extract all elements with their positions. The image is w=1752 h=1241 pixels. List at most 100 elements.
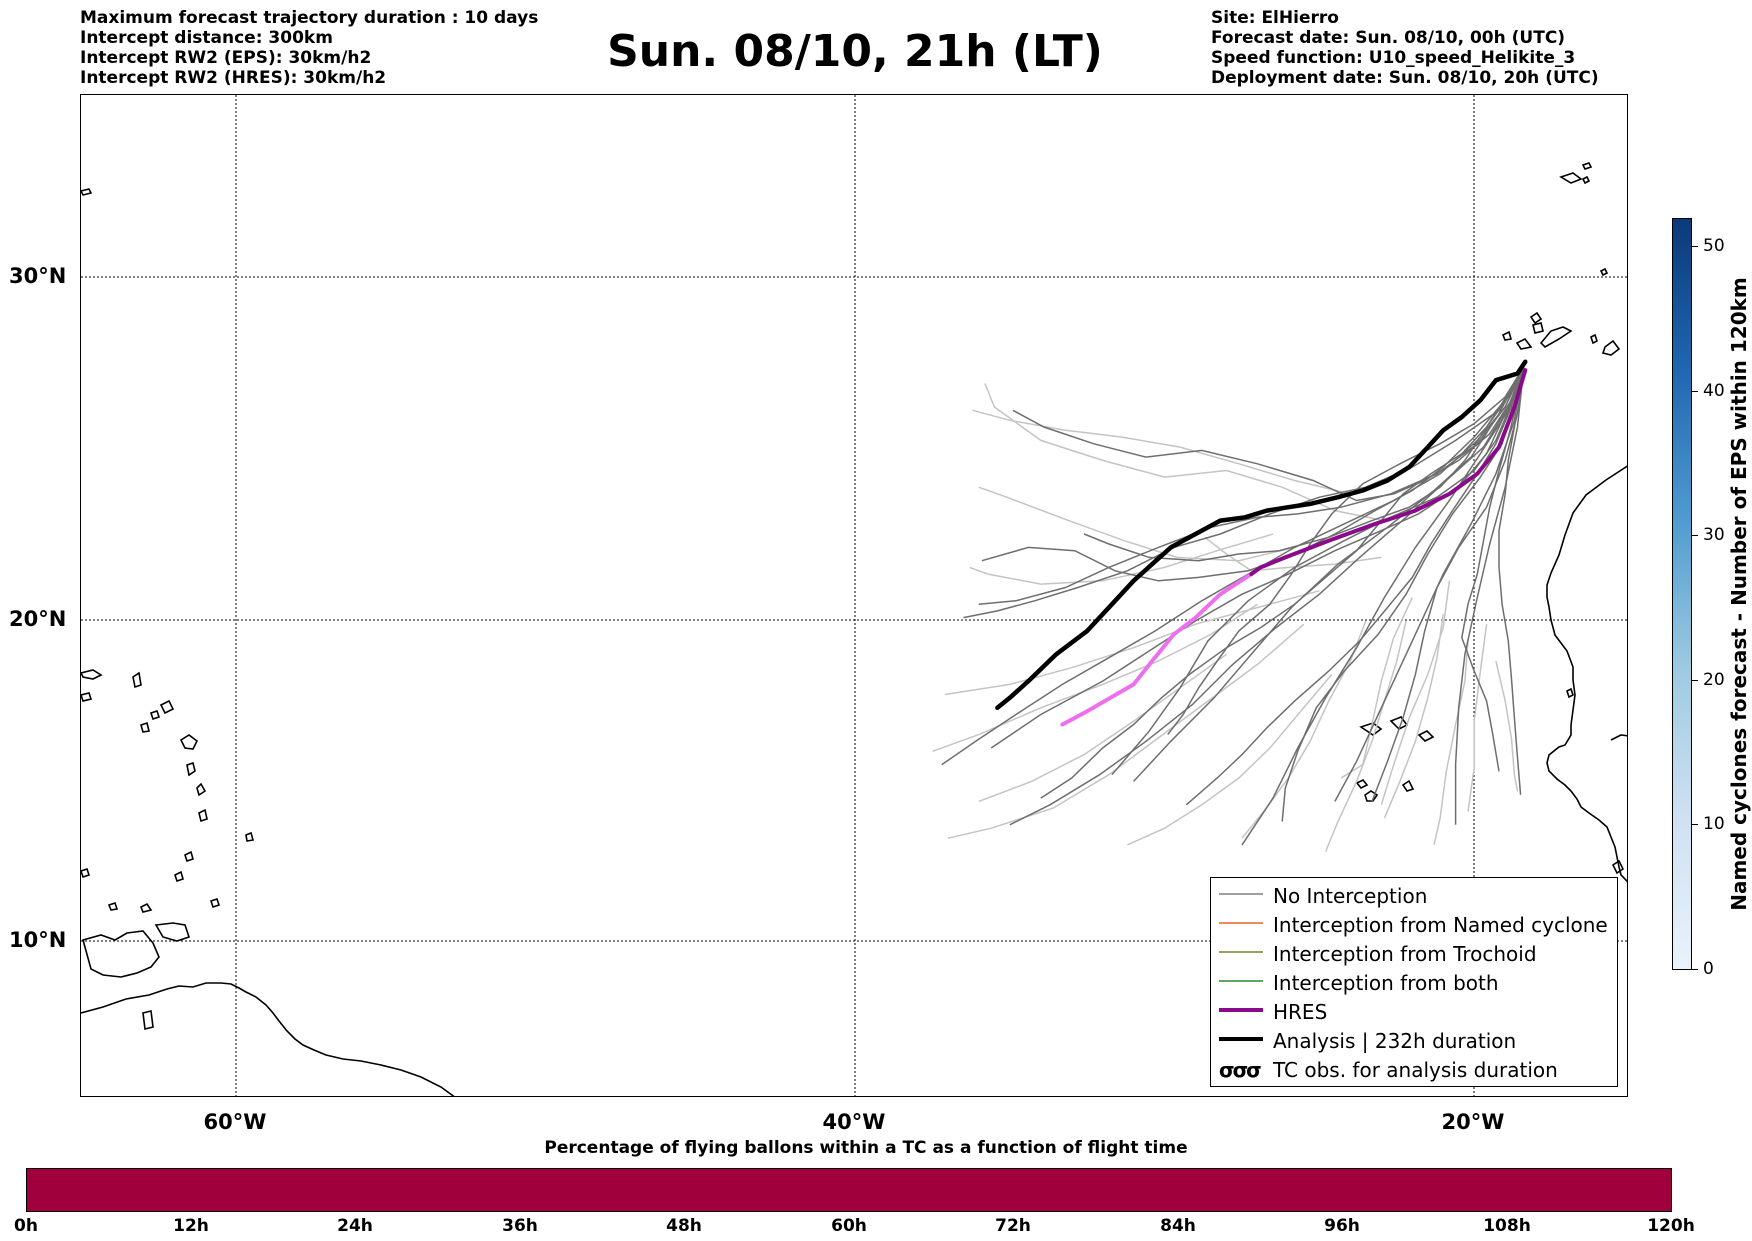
eps-distant-tracks <box>932 383 1519 852</box>
eps-track-no-interception <box>1454 366 1525 825</box>
time-bar-label: 48h <box>666 1216 702 1236</box>
header-right-info: Site: ElHierro Forecast date: Sun. 08/10… <box>1211 8 1599 88</box>
colorbar-tick-label: 20 <box>1703 670 1725 690</box>
colorbar <box>1672 218 1692 970</box>
legend-label: HRES <box>1273 1000 1328 1024</box>
map-legend: No Interception Interception from Named … <box>1210 877 1618 1087</box>
lon-label-60w: 60°W <box>203 1110 267 1134</box>
lesser-antilles-south-6 <box>81 867 91 879</box>
madeira-island-3 <box>1581 162 1593 170</box>
legend-swatch-analysis <box>1219 1037 1263 1041</box>
eps-track-distant <box>932 603 1258 753</box>
eps-track-no-interception <box>1040 366 1525 799</box>
africa-coast <box>1546 465 1627 883</box>
lon-label-40w: 40°W <box>822 1110 886 1134</box>
lesser-antilles-south-5 <box>174 870 184 883</box>
eps-track-no-interception <box>1371 366 1525 802</box>
dominica-coast <box>196 782 207 797</box>
hres-track-late-segment <box>1060 572 1254 727</box>
time-bar-label: 24h <box>337 1216 373 1236</box>
caribbean-islet-3 <box>81 188 93 196</box>
eps-track-no-interception <box>1083 366 1525 562</box>
lon-label-20w: 20°W <box>1441 1110 1505 1134</box>
eps-track-distant <box>978 653 1227 803</box>
legend-label: No Interception <box>1273 884 1428 908</box>
cape-verde-island-5 <box>1355 778 1369 790</box>
legend-swatch-trochoid <box>1219 951 1263 953</box>
eps-track-distant <box>947 623 1305 839</box>
lesser-antilles-north-2 <box>132 671 142 689</box>
colorbar-tick <box>1692 535 1698 536</box>
colorbar-tick-label: 40 <box>1703 381 1725 401</box>
caribbean-islet-2 <box>142 1010 154 1030</box>
eps-track-distant <box>1127 673 1333 846</box>
cape-verde-island-1 <box>1364 790 1379 802</box>
info-intercept-eps: Intercept RW2 (EPS): 30km/h2 <box>80 48 372 68</box>
analysis-track <box>995 359 1528 711</box>
legend-item-both: Interception from both <box>1211 969 1617 998</box>
margarita-coast <box>139 902 153 913</box>
cape-verde-island-4 <box>1417 730 1435 742</box>
time-bar-label: 84h <box>1160 1216 1196 1236</box>
eps-no-interception-tracks <box>941 366 1525 846</box>
lesser-antilles-south-3 <box>198 808 208 823</box>
eps-track-distant <box>1433 640 1469 846</box>
legend-swatch-both <box>1219 980 1263 982</box>
eps-track-no-interception <box>1012 366 1525 502</box>
eps-track-no-interception <box>990 366 1525 749</box>
legend-swatch-no-interception <box>1219 893 1263 895</box>
colorbar-tick-label: 50 <box>1703 236 1725 256</box>
analysis-track-group <box>995 359 1528 711</box>
map-canvas[interactable] <box>81 95 1628 1097</box>
guadeloupe-coast <box>179 734 199 750</box>
legend-item-named-cyclone: Interception from Named cyclone <box>1211 911 1617 940</box>
martinique-coast <box>186 761 196 777</box>
info-deployment-date: Deployment date: Sun. 08/10, 20h (UTC) <box>1211 68 1599 88</box>
time-bar-title: Percentage of flying ballons within a TC… <box>544 1138 1188 1158</box>
info-intercept-distance: Intercept distance: 300km <box>80 28 333 48</box>
lesser-antilles-south-4 <box>184 850 194 863</box>
cape-verde-island-2 <box>1359 722 1383 736</box>
tc-obs-icon: σσσ <box>1219 1058 1262 1082</box>
selvagens-islet <box>1599 267 1609 277</box>
el-hierro-island <box>1529 311 1543 325</box>
colorbar-tick <box>1692 391 1698 392</box>
eps-track-distant <box>1495 660 1519 792</box>
madeira-island-2 <box>1581 175 1591 185</box>
info-site: Site: ElHierro <box>1211 8 1339 28</box>
legend-item-analysis: Analysis | 232h duration <box>1211 1027 1617 1056</box>
eps-track-no-interception <box>978 366 1525 605</box>
tobago-coast <box>209 897 221 909</box>
time-bar-label: 96h <box>1324 1216 1360 1236</box>
time-bar-label: 12h <box>173 1216 209 1236</box>
eps-track-no-interception <box>1334 366 1525 802</box>
lesser-antilles-north-1 <box>81 669 103 680</box>
eps-track-no-interception <box>941 366 1525 766</box>
eps-track-distant <box>1324 620 1407 852</box>
legend-label: Interception from Named cyclone <box>1273 913 1608 937</box>
eps-track-distant <box>944 590 1320 696</box>
eps-track-no-interception <box>1009 366 1525 826</box>
colorbar-tick <box>1692 969 1698 970</box>
eps-track-no-interception <box>1241 366 1525 846</box>
legend-item-trochoid: Interception from Trochoid <box>1211 940 1617 969</box>
info-forecast-date: Forecast date: Sun. 08/10, 00h (UTC) <box>1211 28 1566 48</box>
south-america-coast <box>81 982 455 1096</box>
eps-track-distant <box>1383 614 1444 819</box>
info-intercept-hres: Intercept RW2 (HRES): 30km/h2 <box>80 68 387 88</box>
legend-label: Analysis | 232h duration <box>1273 1029 1517 1053</box>
time-bar-label: 108h <box>1483 1216 1531 1236</box>
colorbar-tick <box>1692 824 1698 825</box>
legend-label: Interception from both <box>1273 971 1499 995</box>
time-bar-label: 120h <box>1647 1216 1695 1236</box>
eps-track-distant <box>1380 580 1451 806</box>
bissagos-islands <box>1611 859 1625 875</box>
map-title: Sun. 08/10, 21h (LT) <box>607 26 1103 77</box>
colorbar-tick-label: 0 <box>1703 959 1714 979</box>
cape-verde-island-6 <box>1401 779 1415 792</box>
lat-label-10n: 10°N <box>9 928 67 952</box>
canary-island-2 <box>1515 337 1533 350</box>
lat-label-30n: 30°N <box>9 264 67 288</box>
time-bar <box>26 1168 1672 1212</box>
eps-track-distant <box>1467 624 1488 812</box>
